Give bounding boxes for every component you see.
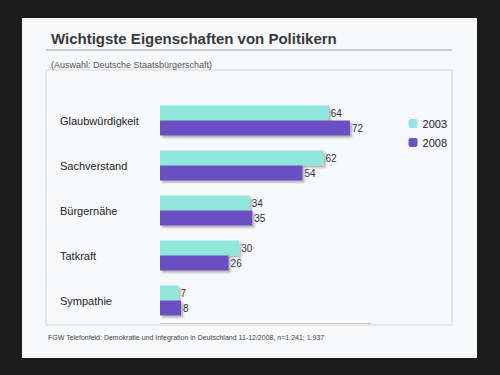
svg-text:2008: 2008: [423, 137, 447, 149]
svg-text:Sympathie: Sympathie: [60, 295, 112, 307]
svg-text:64: 64: [331, 108, 343, 119]
svg-text:26: 26: [231, 258, 243, 269]
svg-text:Glaubwürdigkeit: Glaubwürdigkeit: [60, 115, 139, 127]
svg-text:7: 7: [180, 288, 186, 299]
svg-text:Bürgernähe: Bürgernähe: [60, 205, 118, 217]
svg-text:30: 30: [241, 243, 253, 254]
svg-text:Wichtigste Eigenschaften von P: Wichtigste Eigenschaften von Politikern: [51, 30, 337, 47]
svg-text:34: 34: [252, 198, 264, 209]
svg-text:8: 8: [183, 303, 189, 314]
svg-text:Sachverstand: Sachverstand: [60, 160, 127, 172]
svg-text:62: 62: [326, 153, 338, 164]
svg-text:35: 35: [254, 213, 266, 224]
svg-text:54: 54: [304, 168, 316, 179]
svg-text:(Auswahl: Deutsche Staatsbürge: (Auswahl: Deutsche Staatsbürgerschaft): [51, 60, 212, 70]
svg-text:72: 72: [352, 123, 364, 134]
svg-text:FGW Telefonfeld: Demokratie un: FGW Telefonfeld: Demokratie und Integrat…: [48, 334, 324, 342]
svg-text:2003: 2003: [423, 118, 447, 130]
svg-text:Tatkraft: Tatkraft: [60, 250, 96, 262]
